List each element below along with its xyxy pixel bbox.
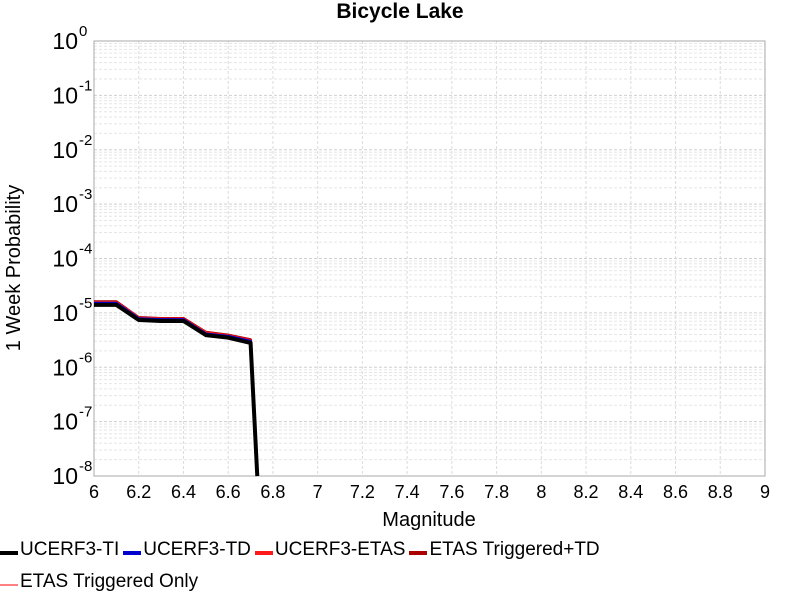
x-tick-label: 7.4 [395, 482, 420, 502]
legend-swatch [0, 584, 18, 586]
x-tick-label: 8 [536, 482, 546, 502]
y-tick-label: 10 -2 [52, 132, 92, 163]
legend: UCERF3-TI UCERF3-TD UCERF3-ETAS ETAS Trigge… [0, 534, 800, 598]
x-tick-labels: 6 6.2 6.4 6.6 6.8 7 7.2 7.4 7.6 7.8 8 8.2 8.4 8.6 8.8 9 [89, 482, 770, 502]
x-axis-label: Magnitude [382, 509, 475, 531]
legend-label: UCERF3-TI [20, 539, 120, 560]
legend-item: ETAS Triggered+TD [409, 539, 600, 561]
y-tick-label: 10 -6 [52, 349, 92, 380]
legend-swatch [254, 551, 273, 555]
y-tick-label: 10 -7 [52, 404, 92, 435]
y-tick-base: 10 [52, 409, 78, 435]
y-tick-exponent: -7 [79, 404, 92, 421]
legend-label: ETAS Triggered+TD [429, 539, 600, 560]
y-tick-base: 10 [52, 82, 78, 108]
y-tick-label: 10 0 [52, 23, 87, 54]
plot-frame [93, 40, 766, 477]
x-tick-label: 7 [313, 482, 323, 502]
y-tick-label: 10 -3 [52, 186, 92, 217]
y-tick-base: 10 [52, 28, 78, 54]
x-tick-label: 7.2 [350, 482, 375, 502]
y-tick-base: 10 [52, 354, 78, 380]
legend-row: ETAS Triggered Only [0, 566, 800, 598]
y-tick-label: 10 -8 [52, 458, 92, 489]
x-tick-label: 9 [760, 482, 770, 502]
x-tick-label: 8.2 [574, 482, 599, 502]
y-tick-base: 10 [52, 246, 78, 272]
x-tick-label: 8.6 [663, 482, 688, 502]
series-line-1 [94, 302, 260, 477]
legend-item: UCERF3-ETAS [254, 539, 406, 561]
x-tick-label: 7.8 [484, 482, 509, 502]
legend-row: UCERF3-TI UCERF3-TD UCERF3-ETAS ETAS Trigge… [0, 534, 800, 566]
y-tick-exponent: -1 [79, 77, 92, 94]
y-tick-base: 10 [52, 191, 78, 217]
x-tick-label: 6.2 [126, 482, 151, 502]
x-tick-label: 6 [89, 482, 99, 502]
y-tick-base: 10 [52, 137, 78, 163]
x-tick-label: 6.4 [171, 482, 196, 502]
y-tick-exponent: -4 [79, 241, 92, 258]
legend-label: ETAS Triggered Only [20, 571, 199, 592]
grid [93, 41, 766, 477]
x-tick-label: 6.8 [260, 482, 285, 502]
legend-label: UCERF3-TD [143, 539, 251, 560]
legend-swatch [0, 551, 18, 555]
x-tick-label: 8.8 [708, 482, 733, 502]
x-tick-label: 6.6 [216, 482, 241, 502]
y-tick-label: 10 -5 [52, 295, 92, 326]
y-tick-exponent: -5 [79, 295, 92, 312]
legend-swatch [123, 551, 142, 555]
legend-item: ETAS Triggered Only [0, 571, 198, 593]
y-tick-label: 10 -1 [52, 77, 92, 108]
legend-item: UCERF3-TD [123, 539, 251, 561]
chart-title: Bicycle Lake [336, 0, 463, 23]
y-axis-label: 1 Week Probability [3, 185, 25, 351]
y-tick-base: 10 [52, 463, 78, 489]
y-tick-exponent: -2 [79, 132, 92, 149]
y-tick-exponent: 0 [79, 23, 87, 40]
y-tick-label: 10 -4 [52, 241, 92, 272]
legend-label: UCERF3-ETAS [274, 539, 406, 560]
legend-swatch [409, 551, 428, 555]
x-tick-label: 7.6 [439, 482, 464, 502]
x-tick-label: 8.4 [618, 482, 643, 502]
y-tick-exponent: -3 [79, 186, 92, 203]
series-group [94, 300, 260, 477]
y-tick-exponent: -8 [79, 458, 92, 475]
y-tick-exponent: -6 [79, 349, 92, 366]
legend-item: UCERF3-TI [0, 539, 119, 561]
y-tick-base: 10 [52, 300, 78, 326]
